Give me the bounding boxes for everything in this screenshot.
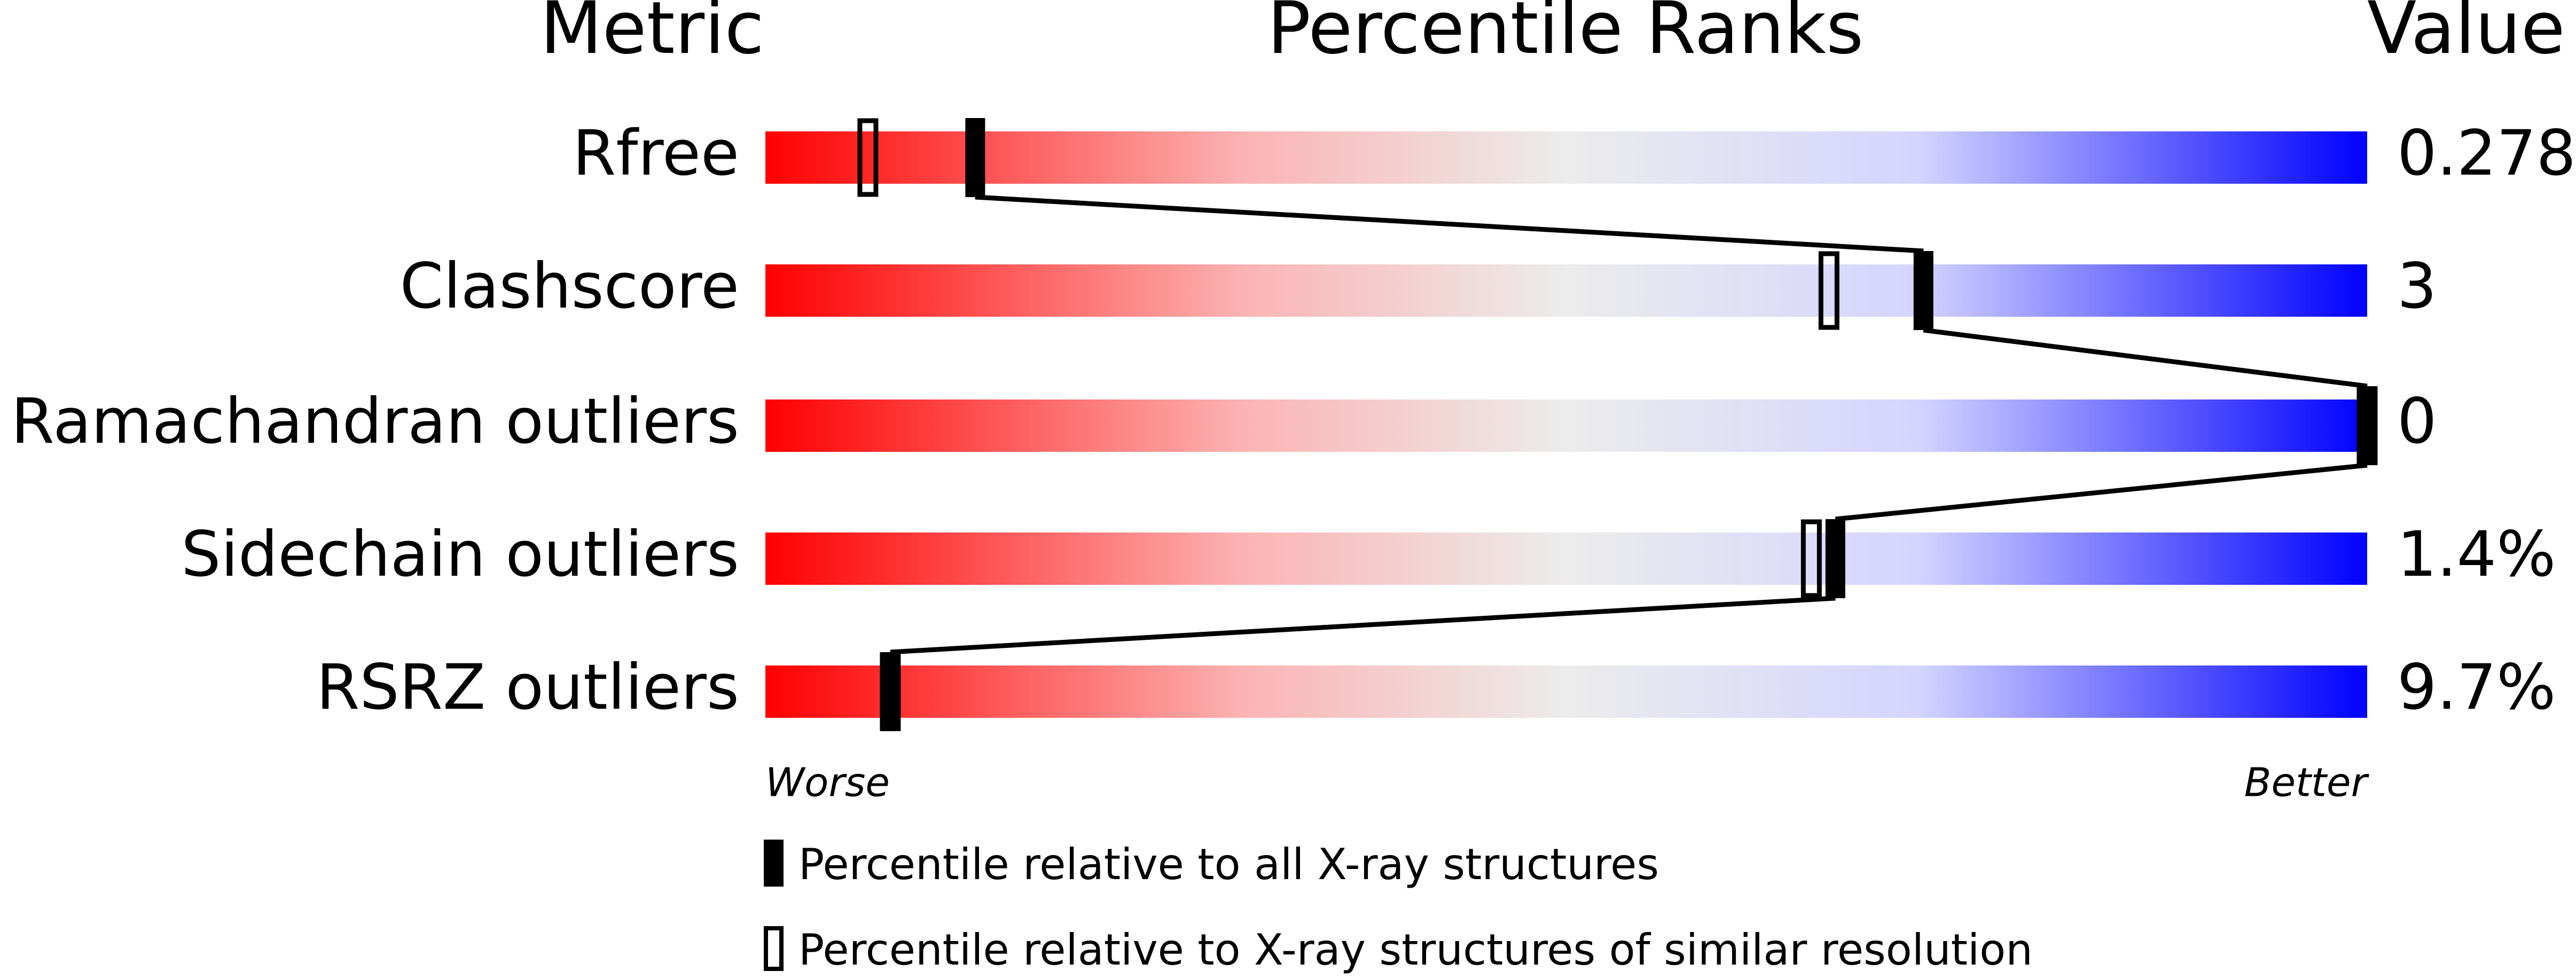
metric-value: 3 [2397, 249, 2437, 323]
metric-label: Rfree [573, 116, 739, 190]
chart-title: Percentile Ranks [1267, 0, 1864, 70]
all-structures-marker [880, 652, 901, 731]
metric-value: 0 [2397, 385, 2437, 458]
metric-label: Clashscore [400, 249, 739, 323]
similar-resolution-marker [857, 118, 879, 197]
percentile-bar [765, 532, 2367, 585]
metric-label: Ramachandran outliers [11, 385, 740, 458]
metric-label: Sidechain outliers [181, 518, 739, 591]
legend-swatch [764, 840, 784, 887]
metric-value: 9.7% [2397, 651, 2556, 724]
percentile-bar [765, 264, 2367, 317]
all-structures-marker [965, 118, 985, 197]
percentile-bar [765, 400, 2367, 452]
metric-value: 1.4% [2397, 518, 2556, 591]
percentile-bar [765, 665, 2367, 718]
all-structures-marker [1913, 251, 1933, 330]
all-structures-marker [1825, 519, 1845, 598]
metric-header: Metric [540, 0, 764, 70]
value-header: Value [2367, 0, 2565, 70]
legend-label: Percentile relative to X-ray structures … [798, 925, 2033, 975]
legend-swatch [764, 926, 784, 971]
worse-label: Worse [765, 760, 890, 806]
similar-resolution-marker [1818, 251, 1839, 330]
all-structures-marker [2357, 386, 2377, 465]
connector-line [890, 194, 2368, 655]
legend-label: Percentile relative to all X-ray structu… [798, 840, 1659, 889]
metric-label: RSRZ outliers [316, 651, 739, 724]
similar-resolution-marker [1800, 519, 1822, 598]
better-label: Better [2244, 760, 2370, 806]
metric-value: 0.278 [2397, 116, 2576, 190]
percentile-bar [765, 131, 2367, 184]
